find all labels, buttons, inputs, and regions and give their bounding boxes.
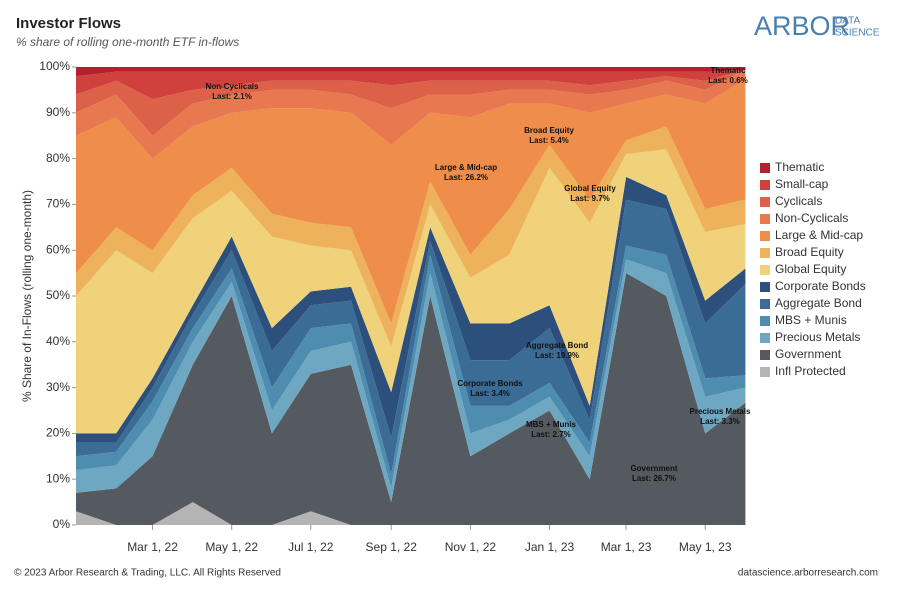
- annotation-text: Last: 9.7%: [570, 194, 610, 203]
- x-tick-label: May 1, 23: [679, 540, 732, 554]
- legend-swatch: [760, 214, 770, 224]
- y-tick-label: 90%: [46, 105, 70, 119]
- y-tick-label: 0%: [53, 517, 71, 531]
- annotation-text: Last: 3.3%: [700, 417, 740, 426]
- x-tick-label: Mar 1, 23: [601, 540, 652, 554]
- annotation-label: MBS + Munis: [526, 420, 577, 429]
- legend-label: Aggregate Bond: [775, 296, 862, 310]
- y-tick-label: 50%: [46, 288, 70, 302]
- legend-swatch: [760, 163, 770, 173]
- x-tick-label: Jan 1, 23: [525, 540, 575, 554]
- legend-label: MBS + Munis: [775, 313, 847, 327]
- legend-swatch: [760, 333, 770, 343]
- logo-bottom: SCIENCE: [835, 28, 880, 39]
- area: [76, 126, 746, 347]
- y-tick-label: 20%: [46, 426, 70, 440]
- legend-swatch: [760, 231, 770, 241]
- y-tick-label: 10%: [46, 471, 70, 485]
- x-tick-label: May 1, 22: [205, 540, 258, 554]
- annotation-label: Broad Equity: [524, 126, 574, 135]
- area: [76, 67, 746, 77]
- y-tick-label: 40%: [46, 334, 70, 348]
- annotation-label: Aggregate Bond: [526, 341, 588, 350]
- annotation-label: Government: [630, 464, 677, 473]
- annotation-label: Non-Cyclicals: [206, 82, 259, 91]
- y-tick-label: 80%: [46, 151, 70, 165]
- chart-title: Investor Flows: [16, 15, 121, 32]
- annotation-label: Precious Metals: [690, 407, 751, 416]
- annotation-label: Large & Mid-cap: [435, 163, 497, 172]
- annotation-text: Last: 5.4%: [529, 136, 569, 145]
- y-tick-label: 70%: [46, 197, 70, 211]
- logo-main: ARBOR: [754, 11, 850, 41]
- annotation-text: Last: 26.7%: [632, 474, 676, 483]
- legend-swatch: [760, 180, 770, 190]
- legend-label: Infl Protected: [775, 364, 846, 378]
- area: [76, 69, 746, 159]
- legend-swatch: [760, 316, 770, 326]
- annotation-label: Corporate Bonds: [457, 379, 523, 388]
- area: [76, 69, 746, 100]
- area: [76, 69, 746, 136]
- footer-left: © 2023 Arbor Research & Trading, LLC. Al…: [14, 568, 281, 579]
- annotation-text: Last: 3.4%: [470, 389, 510, 398]
- legend-label: Precious Metals: [775, 330, 860, 344]
- footer-right: datascience.arborresearch.com: [738, 568, 878, 579]
- annotation-label: Thematic: [710, 66, 746, 75]
- legend-label: Non-Cyclicals: [775, 211, 848, 225]
- legend-swatch: [760, 367, 770, 377]
- logo-top: DATA: [835, 16, 861, 27]
- annotation-text: Last: 26.2%: [444, 173, 488, 182]
- legend-label: Large & Mid-cap: [775, 228, 863, 242]
- legend-swatch: [760, 265, 770, 275]
- chart-subtitle: % share of rolling one-month ETF in-flow…: [16, 35, 239, 49]
- legend-swatch: [760, 197, 770, 207]
- y-axis-label: % Share of In-Flows (rolling one-month): [20, 190, 34, 402]
- x-tick-label: Mar 1, 22: [127, 540, 178, 554]
- area: [76, 199, 746, 475]
- annotation-text: Last: 19.9%: [535, 351, 579, 360]
- area: [76, 245, 746, 489]
- annotation-label: Global Equity: [564, 184, 616, 193]
- area: [76, 502, 746, 525]
- x-tick-label: Sep 1, 22: [366, 540, 418, 554]
- legend-label: Global Equity: [775, 262, 846, 276]
- legend-label: Cyclicals: [775, 194, 822, 208]
- legend-swatch: [760, 350, 770, 360]
- legend-label: Small-cap: [775, 177, 829, 191]
- x-tick-label: Jul 1, 22: [288, 540, 334, 554]
- annotation-text: Last: 2.1%: [212, 92, 252, 101]
- area: [76, 149, 746, 434]
- legend-label: Broad Equity: [775, 245, 844, 259]
- annotation-text: Last: 0.6%: [708, 76, 748, 85]
- y-tick-label: 100%: [39, 59, 70, 73]
- legend-swatch: [760, 248, 770, 258]
- y-tick-label: 60%: [46, 242, 70, 256]
- legend-swatch: [760, 282, 770, 292]
- legend-label: Thematic: [775, 160, 824, 174]
- annotation-text: Last: 2.7%: [531, 430, 571, 439]
- area: [76, 79, 746, 324]
- legend-swatch: [760, 299, 770, 309]
- legend-label: Corporate Bonds: [775, 279, 866, 293]
- y-tick-label: 30%: [46, 380, 70, 394]
- x-tick-label: Nov 1, 22: [445, 540, 497, 554]
- area: [76, 273, 746, 525]
- legend-label: Government: [775, 347, 842, 361]
